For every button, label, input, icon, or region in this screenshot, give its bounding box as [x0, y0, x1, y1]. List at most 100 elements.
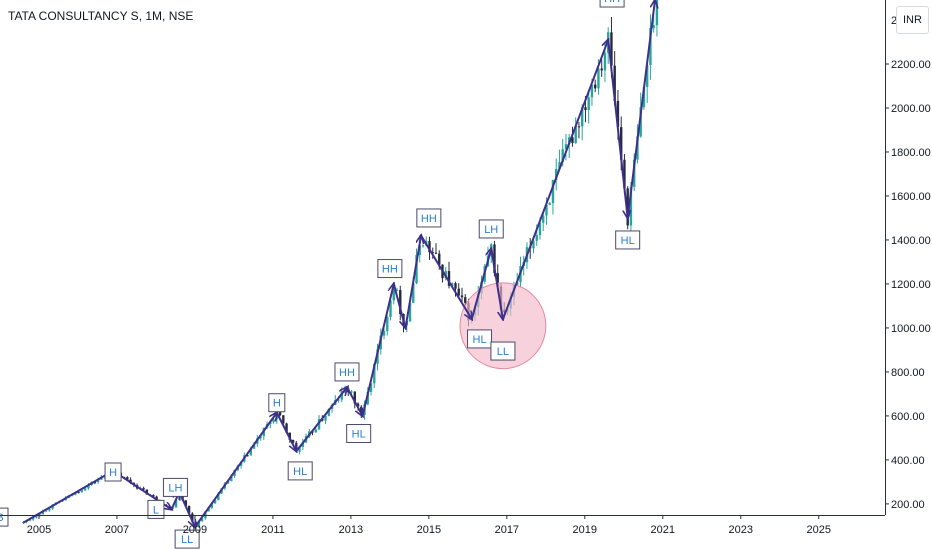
wave-arrow [194, 413, 277, 528]
pivot-label: HL [287, 461, 313, 481]
pivot-label-box [467, 329, 493, 349]
candle-body [44, 510, 48, 512]
pivot-label-box [162, 477, 188, 497]
pivot-label-box [174, 529, 200, 549]
candle-body [603, 52, 607, 71]
pivot-label: HH [334, 362, 360, 382]
candle-body [356, 403, 360, 407]
pivot-label: B [0, 507, 9, 527]
wave-arrow [346, 386, 363, 416]
currency-badge[interactable]: INR [896, 6, 929, 34]
candle-body [623, 159, 626, 189]
pivot-label-text: HH [382, 264, 398, 276]
pivot-label-box [615, 230, 641, 250]
x-tick-label: 2023 [729, 524, 753, 536]
pivot-label-text: LL [181, 534, 193, 546]
pivot-label-box [346, 424, 372, 444]
candle-body [538, 222, 542, 235]
candle-body [454, 283, 457, 289]
pivot-label-text: HH [604, 0, 620, 5]
pivot-label-box [287, 461, 313, 481]
candle-body [324, 415, 327, 421]
candle-body [571, 137, 574, 144]
candle-body [386, 316, 389, 332]
candle-body [619, 127, 623, 160]
candle-body [399, 290, 402, 314]
candle-body [610, 32, 613, 66]
candle-body [645, 64, 649, 87]
x-tick-label: 2025 [806, 524, 830, 536]
y-tick-label: 1400.00 [891, 235, 931, 247]
wave-arrow [275, 412, 296, 451]
pivot-label: HH [599, 0, 625, 8]
pivot-label: HH [377, 259, 403, 279]
x-tick-label: 2021 [651, 524, 675, 536]
candle-body [96, 479, 100, 483]
candle-body [382, 331, 386, 336]
pivot-label-box [416, 208, 442, 228]
x-tick-label: 2019 [573, 524, 597, 536]
candle-body [558, 161, 561, 170]
wave-arrow [361, 284, 394, 417]
y-tick-label: 1200.00 [891, 279, 931, 291]
candle-body [213, 500, 217, 504]
wave-arrow [470, 249, 491, 320]
wave-arrow [420, 235, 472, 320]
candle-body [369, 383, 373, 393]
pivot-label-text: HL [293, 466, 307, 478]
price-candles [22, 0, 659, 528]
candle-body [197, 521, 201, 527]
pivot-label: LH [478, 219, 504, 239]
y-tick-label: 2200.00 [891, 59, 931, 71]
candle-body [597, 68, 600, 89]
candle-body [259, 436, 262, 439]
x-tick-label: 2015 [417, 524, 441, 536]
candle-body [438, 253, 441, 265]
pivot-label-text: HL [473, 334, 487, 346]
candle-body [408, 302, 412, 322]
candle-body [282, 415, 285, 424]
candle-body [451, 283, 454, 286]
axes-layer: 200.00 400.00 600.00 800.00 1000.00 1200.00 14… [0, 0, 931, 536]
pivot-label: LL [490, 341, 516, 361]
wave-arrow [501, 40, 608, 320]
candle-body [418, 245, 421, 256]
candle-body [392, 290, 395, 301]
candle-body [652, 25, 655, 29]
candle-body [373, 363, 376, 384]
candle-body [555, 169, 558, 180]
candle-body [535, 234, 538, 241]
candle-body [204, 511, 207, 519]
candle-body [587, 97, 590, 111]
candle-body [581, 107, 584, 127]
candle-body [626, 188, 629, 226]
candle-body [291, 439, 295, 443]
candle-body [249, 448, 253, 456]
candle-body [174, 499, 178, 508]
candle-body [87, 484, 90, 489]
pivot-label: HH [416, 208, 442, 228]
candle-body [574, 126, 577, 144]
candle-body [496, 273, 499, 287]
candle-body [83, 488, 87, 491]
candle-body [593, 84, 597, 89]
candle-body [298, 446, 301, 452]
candle-body [389, 300, 392, 317]
candle-body [126, 477, 129, 480]
pivot-label-box [377, 259, 403, 279]
candle-body [460, 295, 464, 298]
pivot-label: HL [467, 329, 493, 349]
candle-body [548, 203, 551, 205]
candle-body [457, 288, 460, 296]
candle-body [545, 204, 548, 216]
x-tick-label: 2013 [339, 524, 363, 536]
candle-body [246, 455, 249, 457]
pivot-label-box [268, 393, 286, 413]
candle-body [252, 443, 256, 449]
candle-body [210, 503, 214, 508]
pivot-label-box [490, 341, 516, 361]
y-tick-label: 800.00 [891, 367, 925, 379]
candle-body [230, 475, 233, 482]
pivot-label-text: H [273, 398, 281, 410]
wave-arrow [626, 0, 655, 219]
